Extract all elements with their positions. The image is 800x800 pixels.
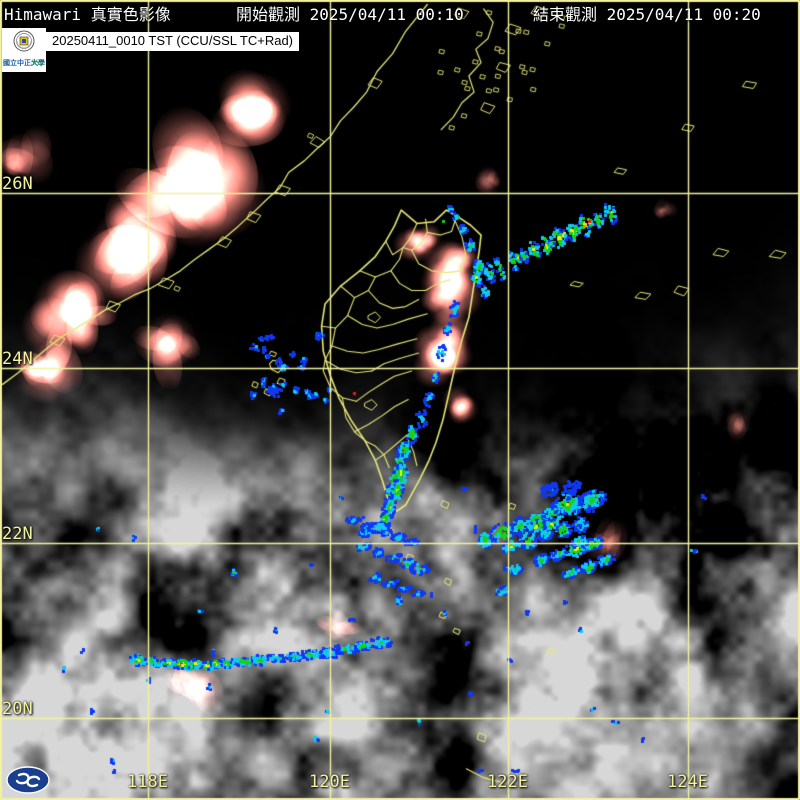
lat-tick-label: 26N	[2, 174, 33, 194]
lat-tick-label: 20N	[2, 699, 33, 719]
lon-tick-label: 124E	[667, 772, 708, 792]
lon-tick-label: 122E	[487, 772, 528, 792]
header-end-time: 結束觀測 2025/04/11 00:20	[533, 5, 761, 24]
lon-tick-label: 120E	[309, 772, 350, 792]
lat-tick-label: 22N	[2, 524, 33, 544]
lon-tick-label: 118E	[127, 772, 168, 792]
typhoon-swirl-logo	[6, 766, 50, 794]
logo-text-left: 國立中正大學	[3, 60, 45, 67]
header-start-time: 開始觀測 2025/04/11 00:10	[236, 5, 464, 24]
lat-tick-label: 24N	[2, 349, 33, 369]
header-product-title: Himawari 真實色影像	[4, 5, 171, 24]
university-seal-icon	[13, 30, 35, 52]
institution-logo: 國立中正大學 SSL	[2, 28, 46, 72]
logo-text-right: SSL	[31, 58, 44, 67]
timestamp-tag: 20250411_0010 TST (CCU/SSL TC+Rad)	[46, 32, 300, 51]
